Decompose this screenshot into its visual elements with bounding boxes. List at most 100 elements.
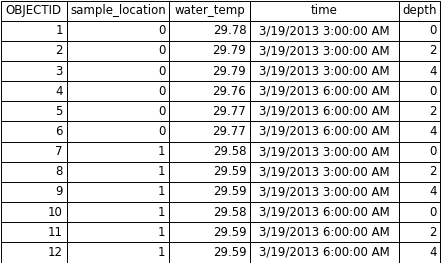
Text: 1: 1 xyxy=(158,145,165,158)
Bar xyxy=(250,1,399,21)
Bar xyxy=(169,222,250,242)
Text: 10: 10 xyxy=(48,206,63,219)
Text: OBJECTID: OBJECTID xyxy=(6,4,62,17)
Text: 1: 1 xyxy=(158,185,165,199)
Text: 29.78: 29.78 xyxy=(213,24,246,37)
Bar xyxy=(67,101,169,122)
Text: 4: 4 xyxy=(55,85,63,98)
Bar xyxy=(250,222,399,242)
Bar xyxy=(250,141,399,162)
Bar xyxy=(399,101,441,122)
Text: 8: 8 xyxy=(56,165,63,178)
Bar xyxy=(399,61,441,81)
Bar xyxy=(169,21,250,41)
Bar xyxy=(0,162,67,182)
Text: 1: 1 xyxy=(158,246,165,259)
Bar xyxy=(169,141,250,162)
Text: 3/19/2013 6:00:00 AM: 3/19/2013 6:00:00 AM xyxy=(259,85,390,98)
Bar xyxy=(0,1,67,21)
Bar xyxy=(0,202,67,222)
Text: 5: 5 xyxy=(56,105,63,118)
Text: 0: 0 xyxy=(429,24,437,37)
Bar xyxy=(250,41,399,61)
Text: 29.59: 29.59 xyxy=(213,246,246,259)
Bar xyxy=(169,61,250,81)
Text: 11: 11 xyxy=(48,226,63,239)
Bar xyxy=(250,21,399,41)
Text: 4: 4 xyxy=(429,185,437,199)
Bar xyxy=(250,182,399,202)
Text: 29.76: 29.76 xyxy=(213,85,246,98)
Bar xyxy=(399,162,441,182)
Text: 29.79: 29.79 xyxy=(213,64,246,78)
Bar xyxy=(399,182,441,202)
Text: 0: 0 xyxy=(158,64,165,78)
Bar xyxy=(169,242,250,262)
Text: 29.79: 29.79 xyxy=(213,44,246,57)
Bar xyxy=(169,162,250,182)
Bar xyxy=(0,41,67,61)
Text: 29.59: 29.59 xyxy=(213,185,246,199)
Text: 4: 4 xyxy=(429,64,437,78)
Bar xyxy=(399,1,441,21)
Bar xyxy=(67,202,169,222)
Text: 3/19/2013 6:00:00 AM: 3/19/2013 6:00:00 AM xyxy=(259,246,390,259)
Bar xyxy=(250,162,399,182)
Text: 7: 7 xyxy=(55,145,63,158)
Text: 3: 3 xyxy=(56,64,63,78)
Text: 29.58: 29.58 xyxy=(213,206,246,219)
Bar xyxy=(67,81,169,101)
Bar xyxy=(250,81,399,101)
Text: 2: 2 xyxy=(429,165,437,178)
Text: 12: 12 xyxy=(48,246,63,259)
Bar xyxy=(67,122,169,141)
Text: 3/19/2013 3:00:00 AM: 3/19/2013 3:00:00 AM xyxy=(259,185,390,199)
Bar xyxy=(0,81,67,101)
Text: 29.58: 29.58 xyxy=(213,145,246,158)
Text: 9: 9 xyxy=(55,185,63,199)
Text: 6: 6 xyxy=(55,125,63,138)
Text: 2: 2 xyxy=(429,105,437,118)
Bar xyxy=(67,222,169,242)
Bar xyxy=(67,162,169,182)
Bar xyxy=(169,1,250,21)
Bar xyxy=(67,182,169,202)
Bar xyxy=(0,141,67,162)
Text: 3/19/2013 3:00:00 AM: 3/19/2013 3:00:00 AM xyxy=(259,44,390,57)
Text: 3/19/2013 3:00:00 AM: 3/19/2013 3:00:00 AM xyxy=(259,165,390,178)
Bar xyxy=(399,242,441,262)
Bar xyxy=(250,61,399,81)
Bar xyxy=(250,101,399,122)
Bar xyxy=(399,81,441,101)
Text: 2: 2 xyxy=(429,226,437,239)
Text: 3/19/2013 3:00:00 AM: 3/19/2013 3:00:00 AM xyxy=(259,145,390,158)
Text: 1: 1 xyxy=(158,165,165,178)
Text: 0: 0 xyxy=(158,105,165,118)
Text: 3/19/2013 6:00:00 AM: 3/19/2013 6:00:00 AM xyxy=(259,226,390,239)
Bar xyxy=(169,122,250,141)
Bar xyxy=(67,141,169,162)
Bar xyxy=(399,141,441,162)
Bar xyxy=(169,101,250,122)
Text: 0: 0 xyxy=(158,44,165,57)
Bar xyxy=(67,61,169,81)
Bar xyxy=(67,1,169,21)
Bar xyxy=(399,21,441,41)
Text: 0: 0 xyxy=(429,145,437,158)
Bar xyxy=(0,21,67,41)
Bar xyxy=(169,81,250,101)
Text: water_temp: water_temp xyxy=(174,4,245,17)
Bar xyxy=(169,202,250,222)
Text: 3/19/2013 6:00:00 AM: 3/19/2013 6:00:00 AM xyxy=(259,125,390,138)
Bar xyxy=(399,202,441,222)
Text: 1: 1 xyxy=(158,226,165,239)
Text: 1: 1 xyxy=(55,24,63,37)
Text: 0: 0 xyxy=(429,206,437,219)
Text: depth: depth xyxy=(402,4,437,17)
Bar xyxy=(250,202,399,222)
Text: 0: 0 xyxy=(158,24,165,37)
Bar xyxy=(0,242,67,262)
Bar xyxy=(399,41,441,61)
Text: 2: 2 xyxy=(429,44,437,57)
Text: 29.59: 29.59 xyxy=(213,226,246,239)
